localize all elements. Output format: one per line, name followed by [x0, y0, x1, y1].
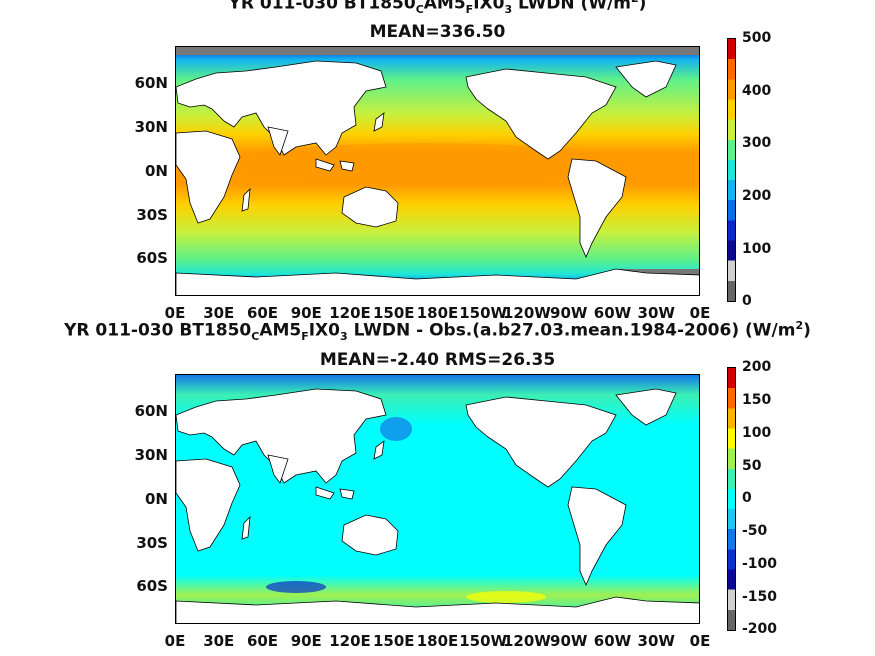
top-lon-label: 60E [246, 304, 279, 322]
top-lon-label: 30W [637, 304, 675, 322]
top-title-sub: C [415, 3, 424, 17]
bottom-neg-anomaly [266, 581, 326, 593]
bottom-lat-60n: 60N [134, 402, 168, 420]
bottom-title-sub: F [301, 330, 309, 344]
bottom-title-part: AM5 [259, 320, 302, 341]
bottom-lon-label: 120E [329, 632, 371, 650]
top-title-part: IX0 [473, 0, 505, 14]
top-colorbar [727, 38, 736, 302]
bottom-cbar-tick-minus150: -150 [742, 589, 778, 605]
top-mean: MEAN=336.50 [369, 22, 506, 42]
top-map [175, 46, 700, 296]
bottom-cbar-tick-minus50: -50 [742, 523, 768, 539]
top-lon-label: 0E [689, 304, 711, 322]
top-title: YR 011-030 BT1850CAM5FIX03 LWDN (W/m2) [0, 0, 875, 16]
top-cbar-tick-300: 300 [742, 135, 772, 151]
top-lon-label: 120W [503, 304, 551, 322]
bottom-title-part: LWDN - Obs.(a.b27.03.mean.1984-2006) (W/… [347, 320, 796, 341]
top-lat-60n: 60N [134, 74, 168, 92]
bottom-lon-label: 60E [246, 632, 279, 650]
bottom-lon-label: 90E [290, 632, 322, 650]
bottom-lon-label: 150E [372, 632, 415, 650]
top-lat-30n: 30N [134, 118, 168, 136]
bottom-title-sub: C [251, 330, 260, 344]
top-lat-0n: 0N [145, 162, 168, 180]
top-lon-label: 60W [593, 304, 632, 322]
top-title-part: YR 011-030 BT1850 [228, 0, 416, 14]
bottom-lat-30s: 30S [136, 534, 168, 552]
bottom-cbar-tick-100: 100 [742, 425, 772, 441]
top-lon-label: 120E [329, 304, 371, 322]
bottom-lon-label: 30W [637, 632, 675, 650]
bottom-map [175, 374, 700, 624]
top-cbar-tick-100: 100 [742, 241, 772, 257]
top-title-sub: F [465, 3, 474, 17]
bottom-lon-label: 90W [550, 632, 588, 650]
bottom-title-part: ) [803, 320, 811, 341]
bottom-colorbar [727, 367, 736, 631]
bottom-lon-label: 0E [164, 632, 186, 650]
bottom-lat-30n: 30N [134, 446, 168, 464]
bottom-title-sup: 2 [795, 319, 804, 332]
bottom-lon-label: 150W [459, 632, 508, 650]
top-title-part: ) [638, 0, 647, 14]
bottom-title: YR 011-030 BT1850CAM5FIX03 LWDN - Obs.(a… [0, 319, 875, 343]
top-lon-label: 150E [372, 304, 415, 322]
bottom-title-sub: 3 [340, 330, 348, 344]
top-missing-arctic [176, 47, 699, 55]
bottom-mean: MEAN=-2.40 RMS=26.35 [319, 350, 556, 370]
top-title-sub: 3 [504, 3, 513, 17]
bottom-pos-anomaly [466, 591, 546, 603]
top-title-part: AM5 [423, 0, 466, 14]
top-lon-label: 180E [416, 304, 459, 322]
top-lon-label: 150W [459, 304, 508, 322]
top-lon-label: 0E [164, 304, 186, 322]
bottom-cbar-tick-minus100: -100 [742, 556, 778, 572]
top-cbar-tick-500: 500 [742, 30, 772, 46]
bottom-cbar-tick-200: 200 [742, 359, 772, 375]
bottom-lon-label: 60W [593, 632, 632, 650]
bottom-title-part: YR 011-030 BT1850 [64, 320, 252, 341]
bottom-lat-60s: 60S [136, 577, 168, 595]
top-title-sup: 2 [631, 0, 639, 5]
top-title-part: LWDN (W/m [512, 0, 631, 14]
bottom-lat-0n: 0N [145, 490, 168, 508]
bottom-title-part: IX0 [308, 320, 340, 341]
bottom-cbar-tick-minus200: -200 [742, 621, 778, 637]
top-map-svg [176, 47, 699, 295]
bottom-cbar-tick-150: 150 [742, 392, 772, 408]
top-cbar-tick-200: 200 [742, 188, 772, 204]
bottom-neg-anomaly-nw-pacific [380, 417, 412, 441]
bottom-lon-label: 120W [503, 632, 551, 650]
top-cbar-tick-400: 400 [742, 83, 772, 99]
bottom-cbar-tick-0: 0 [742, 490, 752, 506]
top-lon-label: 90W [550, 304, 588, 322]
top-cbar-tick-0: 0 [742, 293, 752, 309]
bottom-lon-label: 180E [416, 632, 459, 650]
top-lon-label: 30E [203, 304, 235, 322]
top-lat-60s: 60S [136, 249, 168, 267]
bottom-lon-label: 0E [689, 632, 711, 650]
bottom-map-svg [176, 375, 699, 623]
bottom-cbar-tick-50: 50 [742, 458, 762, 474]
top-lat-30s: 30S [136, 206, 168, 224]
bottom-lon-label: 30E [203, 632, 235, 650]
top-lon-label: 90E [290, 304, 322, 322]
